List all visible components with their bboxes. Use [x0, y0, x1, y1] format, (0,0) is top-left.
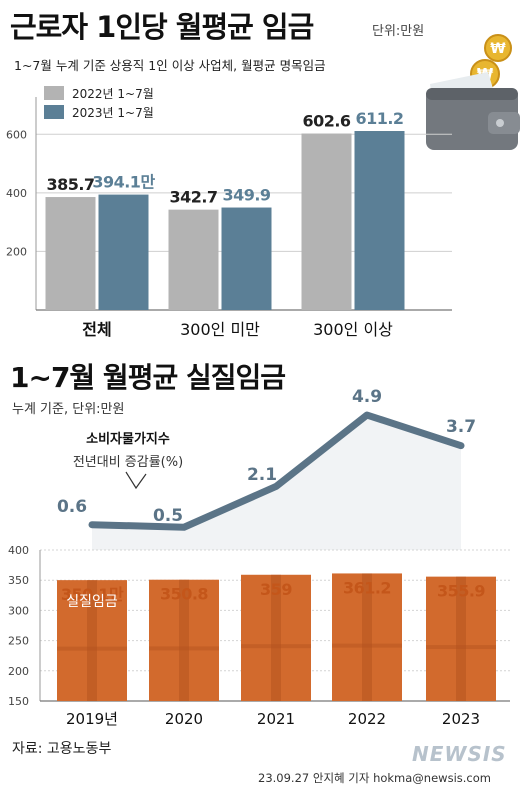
category-label: 300인 미만 — [180, 320, 260, 339]
bar-value-label: 349.9 — [222, 186, 270, 205]
bar-value-label: 385.7 — [46, 175, 94, 194]
credit-line: 23.09.27 안지혜 기자 hokma@newsis.com — [258, 771, 491, 785]
cpi-value-label: 3.7 — [446, 417, 476, 437]
bar-value-label: 361.2 — [343, 578, 391, 597]
y-tick-label: 250 — [8, 635, 29, 648]
subtitle: 1~7월 누계 기준 상용직 1인 이상 사업체, 월평균 명목임금 — [14, 58, 326, 73]
bar — [168, 209, 219, 310]
source-note: 자료: 고용노동부 — [12, 741, 112, 757]
category-label: 2020 — [165, 710, 203, 728]
bar-value-label: 359 — [260, 580, 292, 599]
bar-stripe — [87, 580, 97, 701]
section2-subtitle: 누계 기준, 단위:만원 — [12, 402, 125, 417]
cpi-annotation-title: 소비자물가지수 — [86, 432, 170, 447]
bar-band — [426, 645, 496, 650]
main-title: 근로자 1인당 월평균 임금 — [10, 10, 314, 44]
bar — [301, 133, 352, 310]
bar-stripe — [179, 579, 189, 701]
y-tick-label: 600 — [6, 128, 27, 141]
legend-label: 2023년 1~7월 — [72, 106, 154, 120]
cpi-value-label: 0.6 — [57, 497, 87, 517]
unit-label: 단위:만원 — [372, 24, 425, 39]
bar — [354, 131, 405, 310]
bar-band — [57, 646, 127, 651]
category-label: 2022 — [348, 710, 386, 728]
bar — [98, 194, 149, 310]
bar-band — [149, 646, 219, 651]
bar — [221, 207, 272, 310]
category-label: 2019년 — [66, 710, 118, 728]
annotation-pointer — [125, 471, 147, 490]
real-wage-series-label: 실질임금 — [66, 594, 118, 610]
bar-stripe — [456, 576, 466, 701]
category-label: 300인 이상 — [313, 320, 393, 339]
legend-label: 2022년 1~7월 — [72, 87, 154, 101]
category-label: 2021 — [257, 710, 295, 728]
legend-swatch — [44, 105, 64, 119]
won-coin-icon: ₩ — [484, 34, 512, 62]
y-tick-label: 150 — [8, 695, 29, 708]
cpi-value-label: 4.9 — [352, 387, 382, 407]
bar-value-label: 342.7 — [169, 188, 217, 207]
y-tick-label: 350 — [8, 574, 29, 587]
cpi-value-label: 2.1 — [247, 465, 277, 485]
legend-swatch — [44, 86, 64, 100]
bar-band — [332, 643, 402, 648]
newsis-logo: NEWSIS — [412, 742, 507, 766]
bar-value-label: 394.1만 — [92, 173, 155, 192]
bar — [45, 197, 96, 310]
y-tick-label: 400 — [8, 544, 29, 557]
y-tick-label: 200 — [6, 245, 27, 258]
cpi-value-label: 0.5 — [153, 506, 183, 526]
bar-stripe — [271, 574, 281, 701]
bar-value-label: 611.2 — [355, 109, 403, 128]
bar-stripe — [362, 573, 372, 701]
category-label: 전체 — [82, 320, 111, 339]
svg-text:₩: ₩ — [490, 41, 506, 57]
real-wage-chart: 400 350 300 250 200 150 350.1만 2019년 350.8 2020 35… — [8, 387, 510, 728]
y-tick-label: 300 — [8, 604, 29, 617]
nominal-wage-chart: 200 400 600 2022년 1~7월 2023년 1~7월 385.7394.1만… — [6, 86, 452, 339]
y-tick-label: 200 — [8, 665, 29, 678]
cpi-area — [92, 415, 461, 550]
bar-value-label: 355.9 — [437, 582, 485, 601]
section2-title: 1~7월 월평균 실질임금 — [10, 361, 286, 394]
bar-value-label: 602.6 — [302, 112, 350, 131]
cpi-line — [88, 411, 465, 531]
category-label: 2023 — [442, 710, 480, 728]
cpi-annotation-subtitle: 전년대비 증감률(%) — [73, 455, 183, 470]
y-tick-label: 400 — [6, 187, 27, 200]
bar-value-label: 350.8 — [160, 585, 208, 604]
bar-band — [241, 644, 311, 649]
bar-value-label: 350.1만 — [61, 585, 124, 604]
